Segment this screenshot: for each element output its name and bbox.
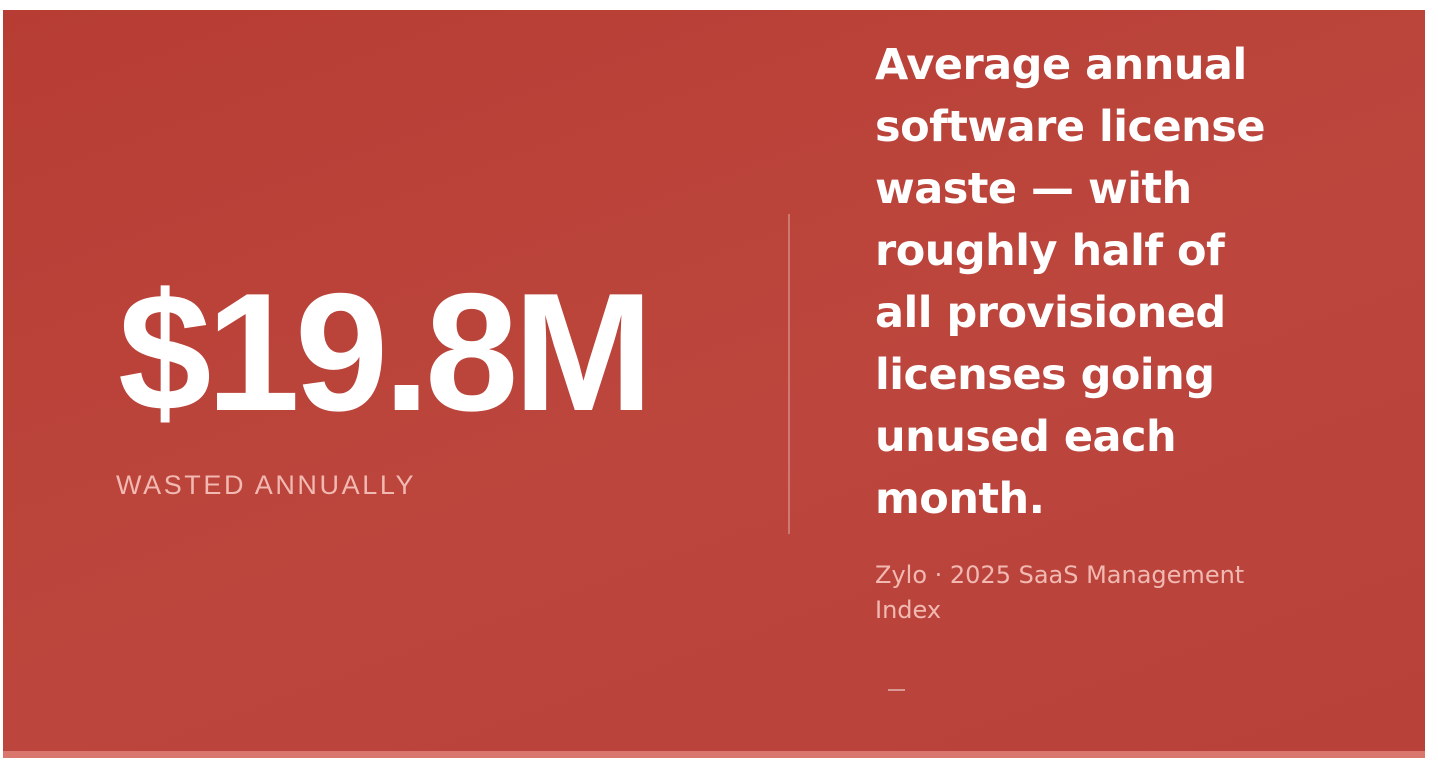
vertical-divider bbox=[788, 214, 790, 534]
stat-card bbox=[3, 10, 1425, 751]
stat-description: Average annual software license waste — … bbox=[875, 40, 1265, 524]
stat-label: WASTED ANNUALLY bbox=[116, 470, 417, 500]
stat-value: $19.8M bbox=[118, 258, 653, 446]
dash-mark bbox=[888, 689, 905, 691]
source-citation: Zylo · 2025 SaaS Management Index bbox=[875, 561, 1245, 624]
bottom-accent-bar bbox=[3, 751, 1425, 758]
